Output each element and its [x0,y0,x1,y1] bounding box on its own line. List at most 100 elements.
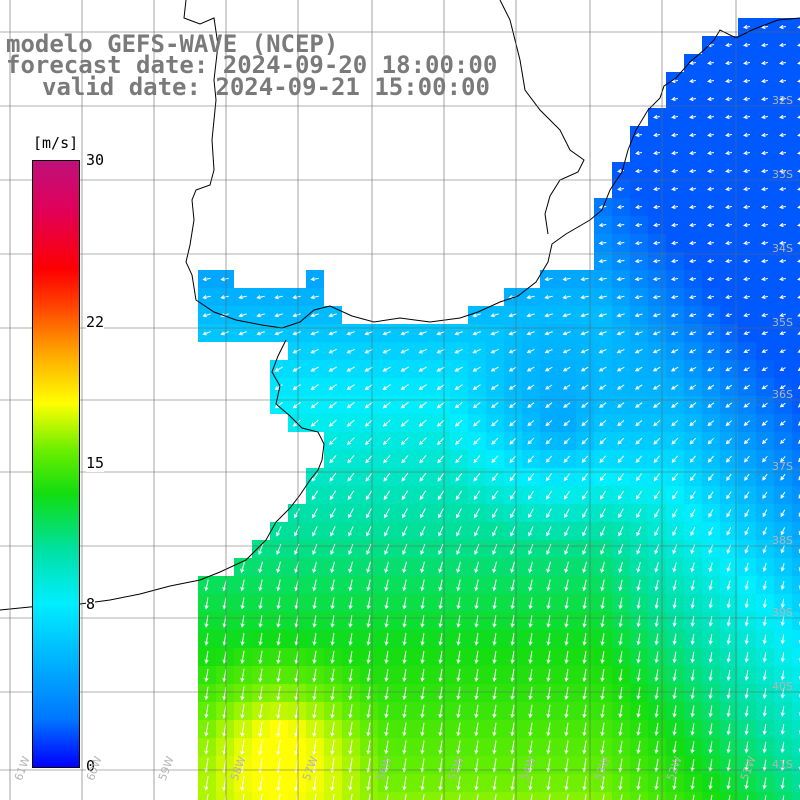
wind-arrow [635,473,643,482]
wind-arrow [761,312,768,318]
wind-arrow [508,348,517,354]
wind-arrow [689,186,696,192]
wind-arrow [580,313,589,318]
wind-arrow [672,651,677,664]
wind-arrow [383,455,391,464]
wind-arrow [635,204,642,210]
wind-arrow [366,508,372,519]
wind-arrow [546,579,551,592]
wind-arrow [510,597,515,610]
field-cell [396,792,414,800]
wind-arrow [779,96,786,102]
wind-arrow [600,668,605,683]
wind-arrow [707,204,714,210]
wind-arrow [436,419,445,427]
wind-arrow [222,686,227,701]
wind-arrow [562,366,571,372]
wind-arrow [780,706,785,717]
wind-arrow [564,722,569,737]
wind-arrow [672,597,677,610]
wind-arrow [779,402,786,408]
wind-arrow [761,96,768,102]
wind-arrow [761,420,768,426]
wind-arrow [689,168,696,174]
wind-arrow [544,331,553,336]
wind-arrow [743,96,750,102]
wind-arrow [743,168,750,174]
wind-arrow [510,543,516,555]
wind-arrow [346,384,355,390]
wind-arrow [528,668,533,683]
wind-arrow [670,384,679,390]
wind-arrow [276,775,281,792]
wind-arrow [240,633,245,646]
wind-arrow [456,508,462,519]
wind-arrow [725,294,732,300]
wind-arrow [726,777,731,790]
wind-arrow [420,740,425,755]
wind-arrow [528,561,533,574]
wind-arrow [744,723,749,736]
wind-arrow [312,775,317,792]
wind-arrow [690,759,695,772]
wind-arrow [438,597,443,610]
wind-arrow [670,349,679,354]
field-cell [648,792,666,800]
wind-arrow [726,669,731,682]
wind-arrow [330,508,336,519]
wind-arrow [618,526,624,537]
wind-arrow [652,295,661,300]
wind-arrow [526,384,535,390]
wind-arrow [546,526,552,537]
wind-arrow [419,455,427,464]
wind-arrow [653,473,661,482]
field-cell [630,792,648,800]
wind-arrow [779,384,786,390]
wind-arrow [762,741,767,754]
colorbar-tick-label: 8 [86,595,96,614]
field-cell [486,792,504,800]
wind-arrow [454,384,463,390]
wind-arrow [599,455,607,463]
wind-arrow [204,686,209,701]
wind-arrow [420,668,425,683]
wind-arrow [582,651,587,664]
wind-arrow [544,348,553,354]
field-cell [792,270,800,288]
wind-arrow [744,652,749,663]
wind-arrow [636,579,641,592]
wind-arrow [762,455,768,463]
wind-arrow [401,472,409,482]
field-cell [792,720,800,738]
wind-arrow [598,295,607,300]
wind-arrow [618,722,623,737]
wind-arrow [689,78,696,84]
latitude-label: 33S [772,168,793,181]
wind-arrow [744,527,750,536]
wind-arrow [762,562,767,573]
wind-arrow [256,313,265,318]
wind-arrow [492,526,498,537]
wind-arrow [402,579,407,592]
wind-arrow [634,348,643,354]
wind-arrow [420,758,425,773]
field-cell [360,792,378,800]
wind-arrow [456,561,461,574]
wind-arrow [708,580,713,591]
field-cell [702,792,720,800]
wind-arrow [671,437,679,445]
wind-arrow [782,795,785,800]
wind-arrow [726,491,732,500]
wind-arrow [510,686,515,701]
wind-arrow [545,490,552,500]
wind-arrow [707,473,714,482]
wind-arrow [761,114,768,120]
wind-arrow [616,313,625,318]
wind-arrow [689,240,696,246]
wind-arrow [366,686,371,701]
wind-arrow [258,633,263,646]
wind-arrow [689,60,696,66]
wind-arrow [544,277,553,282]
wind-arrow [509,473,517,482]
wind-arrow [420,615,425,628]
